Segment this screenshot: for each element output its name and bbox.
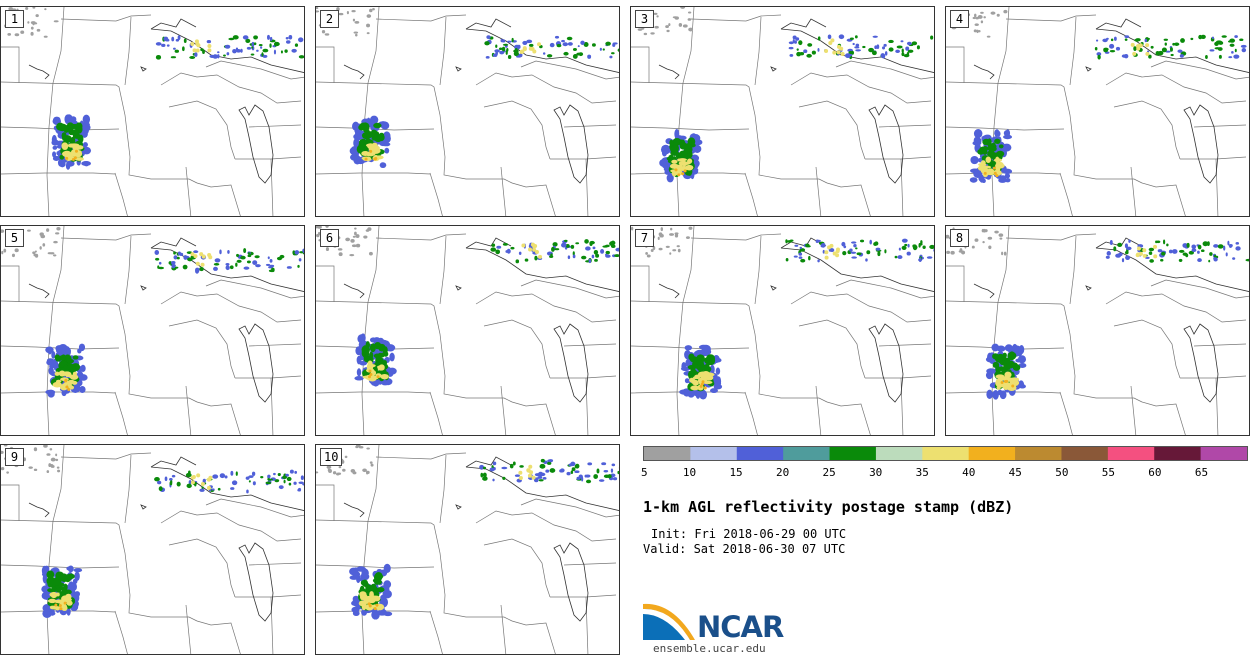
panel-number: 4 <box>950 10 969 28</box>
forecast-panel: 3 <box>630 6 935 217</box>
panel-number: 9 <box>5 448 24 466</box>
reflectivity-colorbar <box>643 446 1248 461</box>
colorbar-swatch <box>1015 447 1062 460</box>
figure-title: 1-km AGL reflectivity postage stamp (dBZ… <box>643 498 1014 516</box>
colorbar-swatch <box>1200 447 1247 460</box>
colorbar-swatch <box>922 447 970 460</box>
colorbar-tick-label: 40 <box>962 466 976 479</box>
colorbar-tick-label: 5 <box>641 466 648 479</box>
ncar-logo-icon <box>643 603 695 640</box>
forecast-panel: 5 <box>0 225 305 436</box>
colorbar-tick-label: 25 <box>822 466 836 479</box>
map-background <box>631 7 934 216</box>
colorbar-tick-label: 20 <box>775 466 790 479</box>
colorbar-swatch <box>1107 447 1155 460</box>
colorbar-tick-label: 30 <box>869 466 883 479</box>
colorbar-swatch <box>690 447 738 460</box>
panel-number: 5 <box>5 229 24 247</box>
init-time: Init: Fri 2018-06-29 00 UTC <box>651 527 847 541</box>
map-background <box>946 226 1249 435</box>
logo-text: NCAR <box>697 610 784 644</box>
forecast-panel: 6 <box>315 225 620 436</box>
panel-number: 2 <box>320 10 339 28</box>
valid-time: Valid: Sat 2018-06-30 07 UTC <box>643 542 846 556</box>
colorbar-tick-label: 15 <box>729 466 743 479</box>
forecast-panel: 7 <box>630 225 935 436</box>
footer-url: ensemble.ucar.edu <box>653 642 766 655</box>
forecast-panel: 10 <box>315 444 620 655</box>
colorbar-tick-label: 10 <box>682 466 697 479</box>
map-background <box>946 7 1249 216</box>
colorbar-tick-label: 55 <box>1101 466 1115 479</box>
colorbar-tick-label: 65 <box>1194 466 1209 479</box>
colorbar-tick-label: 35 <box>915 466 929 479</box>
panel-number: 7 <box>635 229 654 247</box>
map-background <box>316 7 619 216</box>
forecast-panel: 9 <box>0 444 305 655</box>
colorbar-swatch <box>1154 447 1202 460</box>
colorbar-tick-label: 60 <box>1148 466 1162 479</box>
map-background <box>631 226 934 435</box>
map-background <box>1 226 304 435</box>
colorbar-tick-labels: 5 10 15 20 25 30 35 40 45 50 55 60 65 <box>641 466 1248 480</box>
map-background <box>1 7 304 216</box>
colorbar-swatch <box>644 447 691 460</box>
colorbar-swatch <box>783 447 831 460</box>
colorbar-swatch <box>1061 447 1109 460</box>
panel-number: 1 <box>5 10 24 28</box>
forecast-panel: 1 <box>0 6 305 217</box>
forecast-panel: 8 <box>945 225 1250 436</box>
colorbar-swatch <box>968 447 1016 460</box>
forecast-panel: 4 <box>945 6 1250 217</box>
colorbar-swatch <box>875 447 923 460</box>
panel-number: 3 <box>635 10 654 28</box>
map-background <box>1 445 304 654</box>
colorbar-tick-label: 50 <box>1055 466 1069 479</box>
panel-number: 6 <box>320 229 339 247</box>
map-background <box>316 445 619 654</box>
colorbar-swatch <box>736 447 784 460</box>
colorbar-swatch <box>829 447 877 460</box>
forecast-panel: 2 <box>315 6 620 217</box>
colorbar-tick-label: 45 <box>1008 466 1022 479</box>
panel-number: 8 <box>950 229 969 247</box>
panel-number: 10 <box>320 448 343 466</box>
map-background <box>316 226 619 435</box>
